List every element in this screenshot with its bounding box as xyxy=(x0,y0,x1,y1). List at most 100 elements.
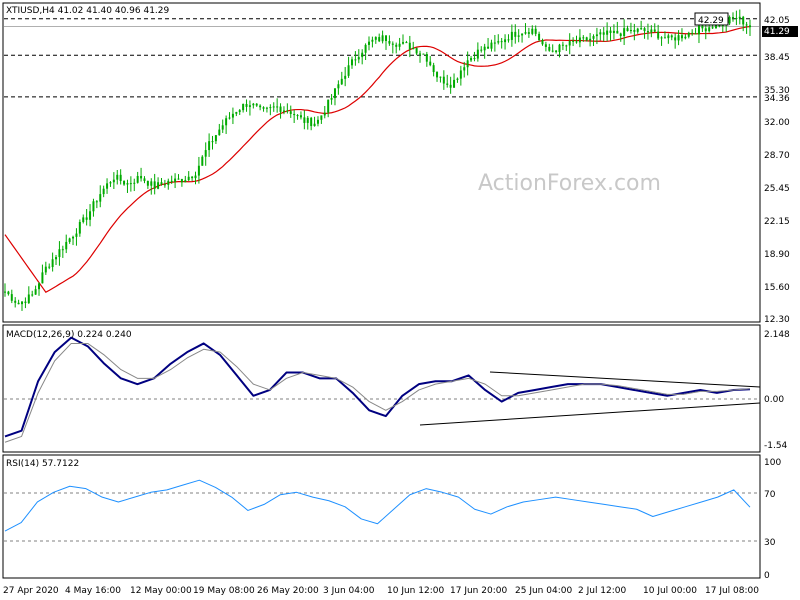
candle-body xyxy=(742,16,745,25)
candle-body xyxy=(350,59,353,66)
candle-body xyxy=(524,32,527,34)
candle-body xyxy=(677,35,680,41)
rsi-panel-frame xyxy=(2,454,761,579)
rsi-axis: 100 70 30 0 xyxy=(764,458,781,581)
price-title: XTIUSD,H4 41.02 41.40 40.96 41.29 xyxy=(6,6,170,16)
candle-body xyxy=(58,249,61,258)
price-tick: 12.30 xyxy=(764,315,790,325)
price-levels xyxy=(4,18,759,98)
candle-body xyxy=(299,115,302,118)
candle-body xyxy=(480,49,483,51)
rsi-tick: 100 xyxy=(764,458,781,468)
candle-body xyxy=(745,24,748,26)
rsi-line xyxy=(4,479,751,532)
candle-body xyxy=(470,58,473,61)
price-tick: 28.70 xyxy=(764,151,790,161)
candle-body xyxy=(112,179,115,183)
candle-body xyxy=(293,113,296,116)
candle-body xyxy=(242,103,245,111)
candle-body xyxy=(92,201,95,212)
candle-body xyxy=(89,211,92,220)
candle-body xyxy=(514,31,517,37)
candle-body xyxy=(279,106,282,112)
candle-body xyxy=(381,35,384,42)
candle-body xyxy=(493,42,496,44)
candle-body xyxy=(31,294,34,296)
candle-body xyxy=(633,29,636,32)
macd-panel-frame xyxy=(2,324,761,453)
candle-body xyxy=(41,272,44,284)
rsi-line xyxy=(4,479,751,532)
candle-body xyxy=(415,47,418,54)
candle-body xyxy=(102,188,105,195)
candle-body xyxy=(398,43,401,47)
candle-body xyxy=(238,110,241,112)
high-annotation: 42.29 xyxy=(694,12,729,26)
candle-body xyxy=(68,238,71,242)
candle-body xyxy=(650,29,653,33)
time-tick: 10 Jul 00:00 xyxy=(643,586,697,596)
candle-body xyxy=(541,39,544,45)
candle-body xyxy=(402,42,405,44)
candle-body xyxy=(374,37,377,40)
candle-body xyxy=(623,28,626,36)
candle-body xyxy=(589,38,592,41)
candle-body xyxy=(191,176,194,179)
candle-body xyxy=(436,72,439,78)
candle-body xyxy=(106,183,109,189)
candle-body xyxy=(361,52,364,58)
candle-body xyxy=(24,301,27,304)
candle-body xyxy=(344,75,347,79)
candle-body xyxy=(749,25,751,28)
candle-body xyxy=(708,27,711,32)
candle-body xyxy=(378,37,381,42)
candle-body xyxy=(572,40,575,42)
candle-body xyxy=(75,233,78,237)
candle-body xyxy=(51,259,54,268)
time-tick: 26 May 20:00 xyxy=(257,586,319,596)
price-tick: 15.60 xyxy=(764,283,790,293)
candle-body xyxy=(367,41,370,45)
candle-body xyxy=(61,249,64,251)
candle-body xyxy=(55,257,58,260)
candle-body xyxy=(116,174,119,180)
candle-body xyxy=(371,39,374,42)
candle-body xyxy=(133,182,136,184)
candle-body xyxy=(4,291,6,293)
time-tick: 12 May 00:00 xyxy=(130,586,192,596)
price-tick: 18.90 xyxy=(764,250,790,260)
candle-body xyxy=(657,31,660,39)
candle-body xyxy=(276,106,279,108)
candle-body xyxy=(129,183,132,185)
price-tick: 34.36 xyxy=(764,94,790,104)
candle-body xyxy=(504,39,507,43)
candle-body xyxy=(303,117,306,123)
candle-body xyxy=(388,41,391,44)
candle-body xyxy=(255,103,258,106)
candle-body xyxy=(412,47,415,50)
macd-tick: 0.00 xyxy=(764,395,784,405)
time-tick: 17 Jul 08:00 xyxy=(705,586,759,596)
candle-body xyxy=(174,178,177,182)
candle-body xyxy=(153,181,156,189)
rsi-tick: 70 xyxy=(764,490,776,500)
candle-body xyxy=(558,44,561,53)
time-tick: 27 Apr 2020 xyxy=(3,586,59,596)
candle-body xyxy=(347,65,350,76)
candle-body xyxy=(667,35,670,39)
candle-body xyxy=(612,30,615,33)
time-tick: 2 Jul 12:00 xyxy=(578,586,627,596)
rsi-tick: 0 xyxy=(764,571,770,581)
candle-body xyxy=(157,182,160,189)
rsi-title: RSI(14) 57.7122 xyxy=(6,459,79,469)
candle-body xyxy=(7,291,10,295)
candle-body xyxy=(340,78,343,85)
candle-body xyxy=(218,129,221,136)
candle-body xyxy=(640,28,643,30)
time-tick: 3 Jun 04:00 xyxy=(323,586,375,596)
candle-body xyxy=(333,88,336,99)
candle-body xyxy=(225,118,228,126)
candle-body xyxy=(180,178,183,183)
rsi-tick: 30 xyxy=(764,538,776,548)
